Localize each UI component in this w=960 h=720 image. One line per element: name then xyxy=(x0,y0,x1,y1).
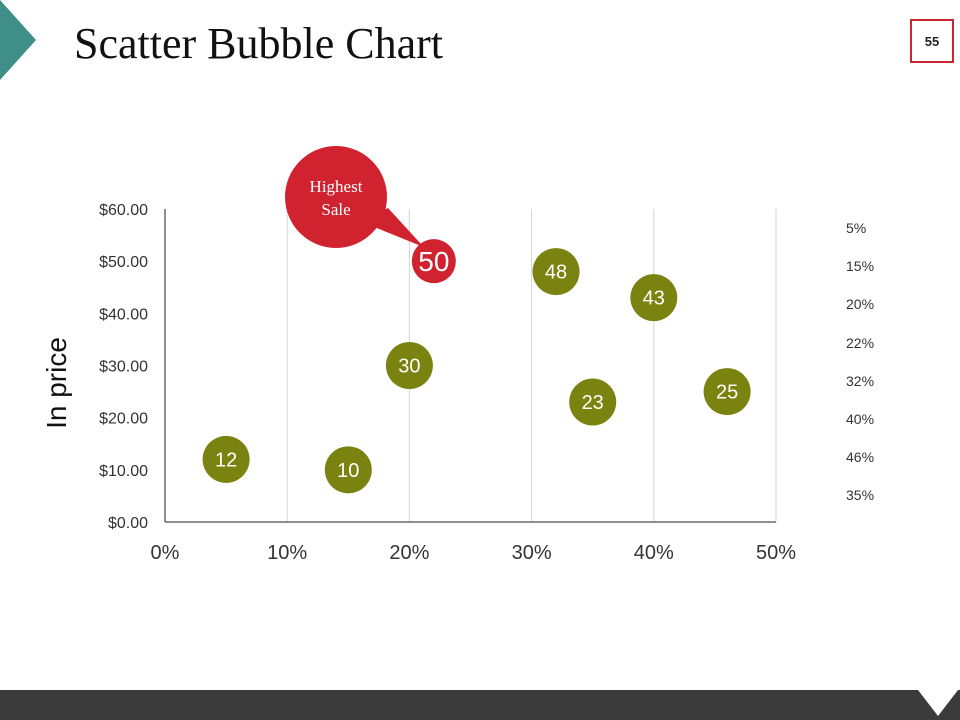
data-bubble xyxy=(569,378,617,426)
callout-line-1: Highest xyxy=(309,177,363,196)
corner-arrow-decoration xyxy=(0,0,36,80)
bubble-label: 12 xyxy=(215,449,237,471)
x-tick-label: 10% xyxy=(267,542,307,564)
y-tick-label: $30.00 xyxy=(99,359,148,376)
page-number-badge: 55 xyxy=(910,19,954,63)
legend-item: 20% xyxy=(846,296,875,313)
y-tick-label: $50.00 xyxy=(99,254,148,271)
x-tick-label: 0% xyxy=(151,542,180,564)
slide-title: Scatter Bubble Chart xyxy=(74,19,444,68)
x-tick-label: 40% xyxy=(634,542,674,564)
data-bubble xyxy=(532,248,580,296)
highlight-bubble xyxy=(411,239,456,284)
data-bubble xyxy=(202,435,250,483)
bubble-label: 25 xyxy=(716,382,738,404)
x-tick-label: 30% xyxy=(512,542,552,564)
bubble-label: 50 xyxy=(418,246,449,277)
bubble-label: 10 xyxy=(337,460,359,482)
legend: 5% 15% 20% 22% 32% 40% 46% 35% xyxy=(846,218,874,524)
data-bubble xyxy=(324,446,372,494)
y-tick-label: $20.00 xyxy=(99,411,148,428)
callout-line-2: Sale xyxy=(321,200,351,219)
y-tick-label: $40.00 xyxy=(99,306,148,323)
data-bubble xyxy=(385,342,433,389)
y-tick-label: $10.00 xyxy=(99,463,148,480)
legend-item: 22% xyxy=(846,334,875,351)
footer-bar xyxy=(0,690,960,720)
legend-item: 5% xyxy=(846,220,867,236)
bubble-label: 30 xyxy=(398,356,420,378)
bubble-label: 48 xyxy=(545,262,567,284)
y-axis-label: In price xyxy=(41,337,72,429)
legend-item: 15% xyxy=(846,258,875,275)
legend-item: 35% xyxy=(846,487,875,504)
bubble-label: 43 xyxy=(643,288,665,310)
legend-item: 32% xyxy=(846,372,875,389)
y-tick-label: $0.00 xyxy=(108,515,148,532)
legend-item: 46% xyxy=(846,449,875,466)
legend-item: 40% xyxy=(846,410,875,427)
x-tick-label: 50% xyxy=(756,542,796,564)
bubble-label: 23 xyxy=(582,392,604,414)
callout-bubble xyxy=(285,146,387,248)
y-tick-label: $60.00 xyxy=(99,202,148,219)
data-bubble xyxy=(630,274,678,322)
data-bubble xyxy=(703,368,751,416)
callout-text: Highest Sale xyxy=(296,175,376,221)
footer-notch-decoration xyxy=(918,690,958,716)
x-tick-label: 20% xyxy=(389,542,429,564)
